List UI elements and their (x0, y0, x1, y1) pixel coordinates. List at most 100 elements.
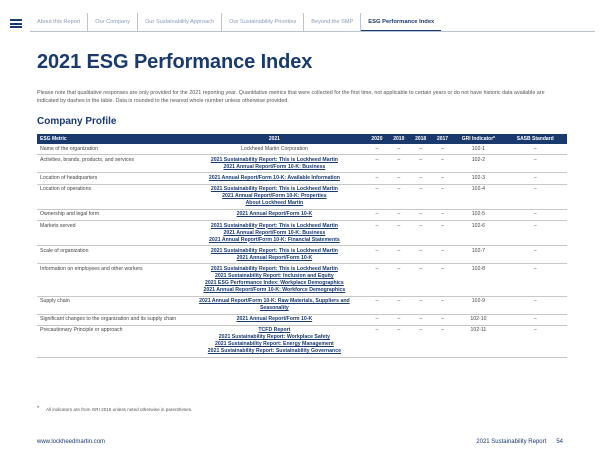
section-title: Company Profile (37, 116, 117, 127)
value-2017: – (431, 184, 454, 210)
reference-link[interactable]: 2021 Annual Report/Form 10-K: Properties (222, 193, 327, 200)
metric-cell: Location of headquarters (37, 172, 183, 185)
table-row: Precautionary Principle or approach TCFD … (37, 325, 567, 359)
value-2018: – (409, 220, 432, 247)
value-2020: – (366, 144, 388, 156)
reference-link[interactable]: About Lockheed Martin (245, 200, 304, 207)
reference-link[interactable]: 2021 Annual Report/Form 10-K: Available … (208, 174, 340, 181)
website-link[interactable]: www.lockheedmartin.com (37, 439, 106, 445)
reference-link[interactable]: 2021 Sustainability Report: This is Lock… (210, 222, 338, 229)
value-2018: – (409, 263, 432, 297)
value-2019: – (387, 184, 410, 210)
page-footer: 2021 Sustainability Report 54 (466, 439, 563, 445)
reference-link[interactable]: 2021 Sustainability Report: This is Lock… (210, 247, 338, 254)
value-2017: – (431, 325, 454, 359)
reference-link[interactable]: 2021 Sustainability Report: Workplace Sa… (218, 334, 330, 341)
value-2017: – (431, 245, 454, 265)
sasb-standard-cell: – (503, 209, 567, 221)
reference-link[interactable]: 2021 Annual Report/Form 10-K: Financial … (209, 236, 340, 243)
nav-tab[interactable]: Our Sustainability Priorities (222, 13, 305, 31)
gri-indicator-cell: 102-8 (453, 263, 504, 297)
value-2020: – (366, 314, 388, 326)
reference-link[interactable]: 2021 Annual Report/Form 10-K (236, 211, 313, 218)
value-2020: – (366, 172, 388, 185)
reference-link[interactable]: 2021 Sustainability Report: Energy Manag… (215, 341, 334, 348)
gri-indicator-cell: 102-3 (453, 172, 504, 185)
value-2019: – (387, 325, 410, 359)
reference-link[interactable]: 2021 Sustainability Report: This is Lock… (210, 156, 338, 163)
table-header-row: ESG Metric 2021 2020 2019 2018 2017 GRI … (37, 134, 567, 144)
reference-cell: Lockheed Martin Corporation (182, 144, 367, 156)
reference-link[interactable]: 2021 Sustainability Report: Sustainabili… (207, 348, 341, 355)
header-2021: 2021 (268, 136, 280, 142)
reference-link[interactable]: TCFD Report (258, 327, 291, 334)
sasb-standard-cell: – (503, 314, 567, 326)
table-row: Ownership and legal form 2021 Annual Repo… (37, 209, 567, 221)
value-2018: – (409, 184, 432, 210)
reference-link[interactable]: 2021 Sustainability Report: Inclusion an… (215, 272, 334, 279)
top-navigation: About this Report Our Company Our Sustaina… (0, 0, 600, 32)
table-row: Supply chain 2021 Annual Report/Form 10-K… (37, 296, 567, 315)
reference-cell: 2021 Sustainability Report: This is Lock… (182, 245, 367, 265)
page-number: 54 (556, 439, 563, 445)
table-row: Information on employees and other worke… (37, 263, 567, 297)
value-2019: – (387, 263, 410, 297)
reference-link[interactable]: 2021 Annual Report/Form 10-K: Business (223, 229, 326, 236)
hamburger-menu-icon[interactable] (10, 19, 22, 28)
reference-link[interactable]: 2021 Sustainability Report: This is Lock… (210, 186, 338, 193)
value-2020: – (366, 296, 388, 315)
value-2017: – (431, 263, 454, 297)
footnote: * All indicators are from GRI 2016 unles… (37, 406, 192, 412)
reference-cell: 2021 Annual Report/Form 10-K: Available … (182, 172, 367, 185)
nav-tab[interactable]: ESG Performance Index (361, 13, 442, 31)
sasb-standard-cell: – (503, 245, 567, 265)
value-2020: – (366, 184, 388, 210)
nav-tab[interactable]: About this Report (30, 13, 89, 31)
value-2019: – (387, 209, 410, 221)
metric-cell: Precautionary Principle or approach (37, 325, 183, 359)
header-2019: 2019 (393, 136, 405, 142)
nav-tab[interactable]: Beyond the SMP (304, 13, 362, 31)
gri-indicator-cell: 102-10 (453, 314, 504, 326)
value-2020: – (366, 220, 388, 247)
gri-indicator-cell: 102-5 (453, 209, 504, 221)
value-2019: – (387, 296, 410, 315)
value-2020: – (366, 245, 388, 265)
value-2020: – (366, 325, 388, 359)
report-name: 2021 Sustainability Report (476, 439, 547, 445)
value-2018: – (409, 154, 432, 174)
metric-cell: Name of the organization (37, 144, 183, 156)
reference-link[interactable]: 2021 Annual Report/Form 10-K (236, 316, 313, 323)
table-row: Location of operations 2021 Sustainabilit… (37, 184, 567, 210)
nav-tabs: About this Report Our Company Our Sustaina… (30, 13, 442, 31)
table-row: Scale of organization 2021 Sustainability… (37, 245, 567, 265)
company-profile-table: ESG Metric 2021 2020 2019 2018 2017 GRI … (37, 134, 567, 359)
reference-cell: 2021 Annual Report/Form 10-K: Raw Materi… (182, 296, 367, 315)
table-row: Location of headquarters 2021 Annual Repo… (37, 172, 567, 185)
header-sasb-standard: SASB Standard (516, 136, 554, 142)
sasb-standard-cell: – (503, 184, 567, 210)
reference-link[interactable]: 2021 Sustainability Report: This is Lock… (210, 265, 338, 272)
header-2017: 2017 (436, 136, 449, 142)
sasb-standard-cell: – (503, 172, 567, 185)
reference-link[interactable]: 2021 Annual Report/Form 10-K: Workforce … (203, 286, 346, 293)
reference-cell: 2021 Annual Report/Form 10-K (182, 314, 367, 326)
metric-cell: Markets served (37, 220, 183, 247)
reference-link[interactable]: 2021 ESG Performance Index: Workplace De… (204, 279, 344, 286)
metric-cell: Information on employees and other worke… (37, 263, 183, 297)
reference-link[interactable]: 2021 Annual Report/Form 10-K: Raw Materi… (199, 298, 350, 305)
nav-tab[interactable]: Our Company (88, 13, 139, 31)
value-2018: – (409, 245, 432, 265)
value-2019: – (387, 220, 410, 247)
value-2019: – (387, 154, 410, 174)
nav-tab[interactable]: Our Sustainability Approach (138, 13, 223, 31)
value-2020: – (366, 209, 388, 221)
reference-link[interactable]: Seasonality (259, 305, 289, 312)
reference-link[interactable]: 2021 Annual Report/Form 10-K: Business (223, 163, 326, 170)
reference-link[interactable]: 2021 Annual Report/Form 10-K (236, 254, 313, 261)
value-2017: – (431, 154, 454, 174)
metric-cell: Location of operations (37, 184, 183, 210)
gri-indicator-cell: 102-11 (453, 325, 504, 359)
value-2019: – (387, 172, 410, 185)
value-2017: – (431, 220, 454, 247)
